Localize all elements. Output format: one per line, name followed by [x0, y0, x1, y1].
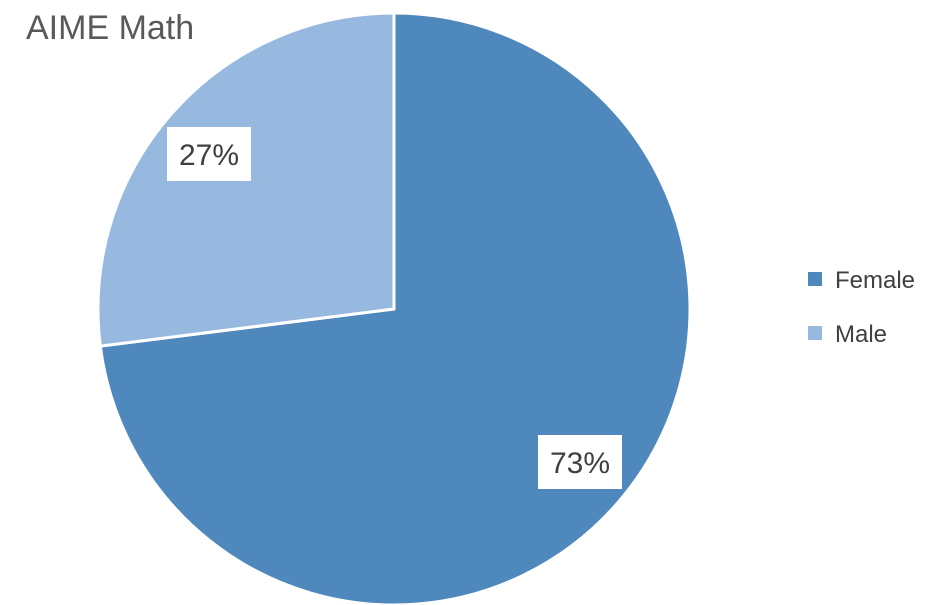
chart-title: AIME Math: [26, 9, 194, 47]
legend-swatch-female: [808, 272, 822, 286]
data-labels: 73% 27%: [167, 127, 622, 489]
data-label-box-female: [538, 435, 622, 489]
legend-swatch-male: [808, 326, 822, 340]
pie-slices: [96, 11, 692, 605]
legend-label-male: Male: [835, 321, 887, 348]
data-label-female: 73%: [550, 447, 610, 480]
data-label-male: 27%: [179, 139, 239, 172]
data-label-box-male: [167, 127, 251, 181]
legend-label-female: Female: [835, 267, 915, 294]
legend: Female Male: [808, 267, 915, 348]
